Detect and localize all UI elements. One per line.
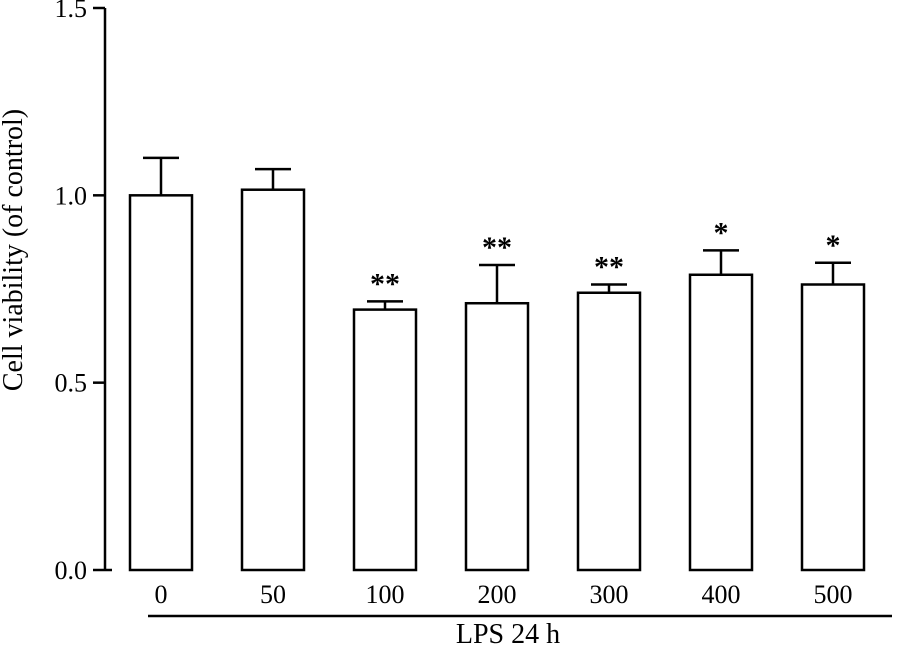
significance-label: ** [482,231,512,264]
y-tick-label: 0.5 [55,369,88,398]
y-tick-label: 0.0 [55,556,88,585]
labels: Cell viability (of control) LPS 24 h [0,109,560,650]
x-tick-label: 50 [260,580,286,609]
x-tick-label: 200 [478,580,517,609]
significance-label: ** [370,267,400,300]
axes: 0.0 0.5 1.0 1.5 0 50 100 200 300 400 500 [55,0,892,618]
x-tick-label: 500 [814,580,853,609]
bar [576,291,642,572]
bar [352,308,418,572]
x-axis-label: LPS 24 h [456,619,560,650]
x-tick-label: 300 [590,580,629,609]
significance-label: * [714,216,729,249]
y-tick-label: 1.0 [55,181,88,210]
bars: ******* * [128,156,866,572]
bar [688,273,754,572]
x-tick-label: 100 [366,580,405,609]
bar [464,301,530,572]
significance-label: ** [594,251,624,284]
y-tick-label: 1.5 [55,0,88,23]
x-tick-label: 400 [702,580,741,609]
bar [800,283,866,572]
bar [240,188,306,572]
bar [128,194,194,572]
x-tick-label: 0 [155,580,168,609]
y-axis-label: Cell viability (of control) [0,109,29,391]
significance-label: * [826,229,841,262]
